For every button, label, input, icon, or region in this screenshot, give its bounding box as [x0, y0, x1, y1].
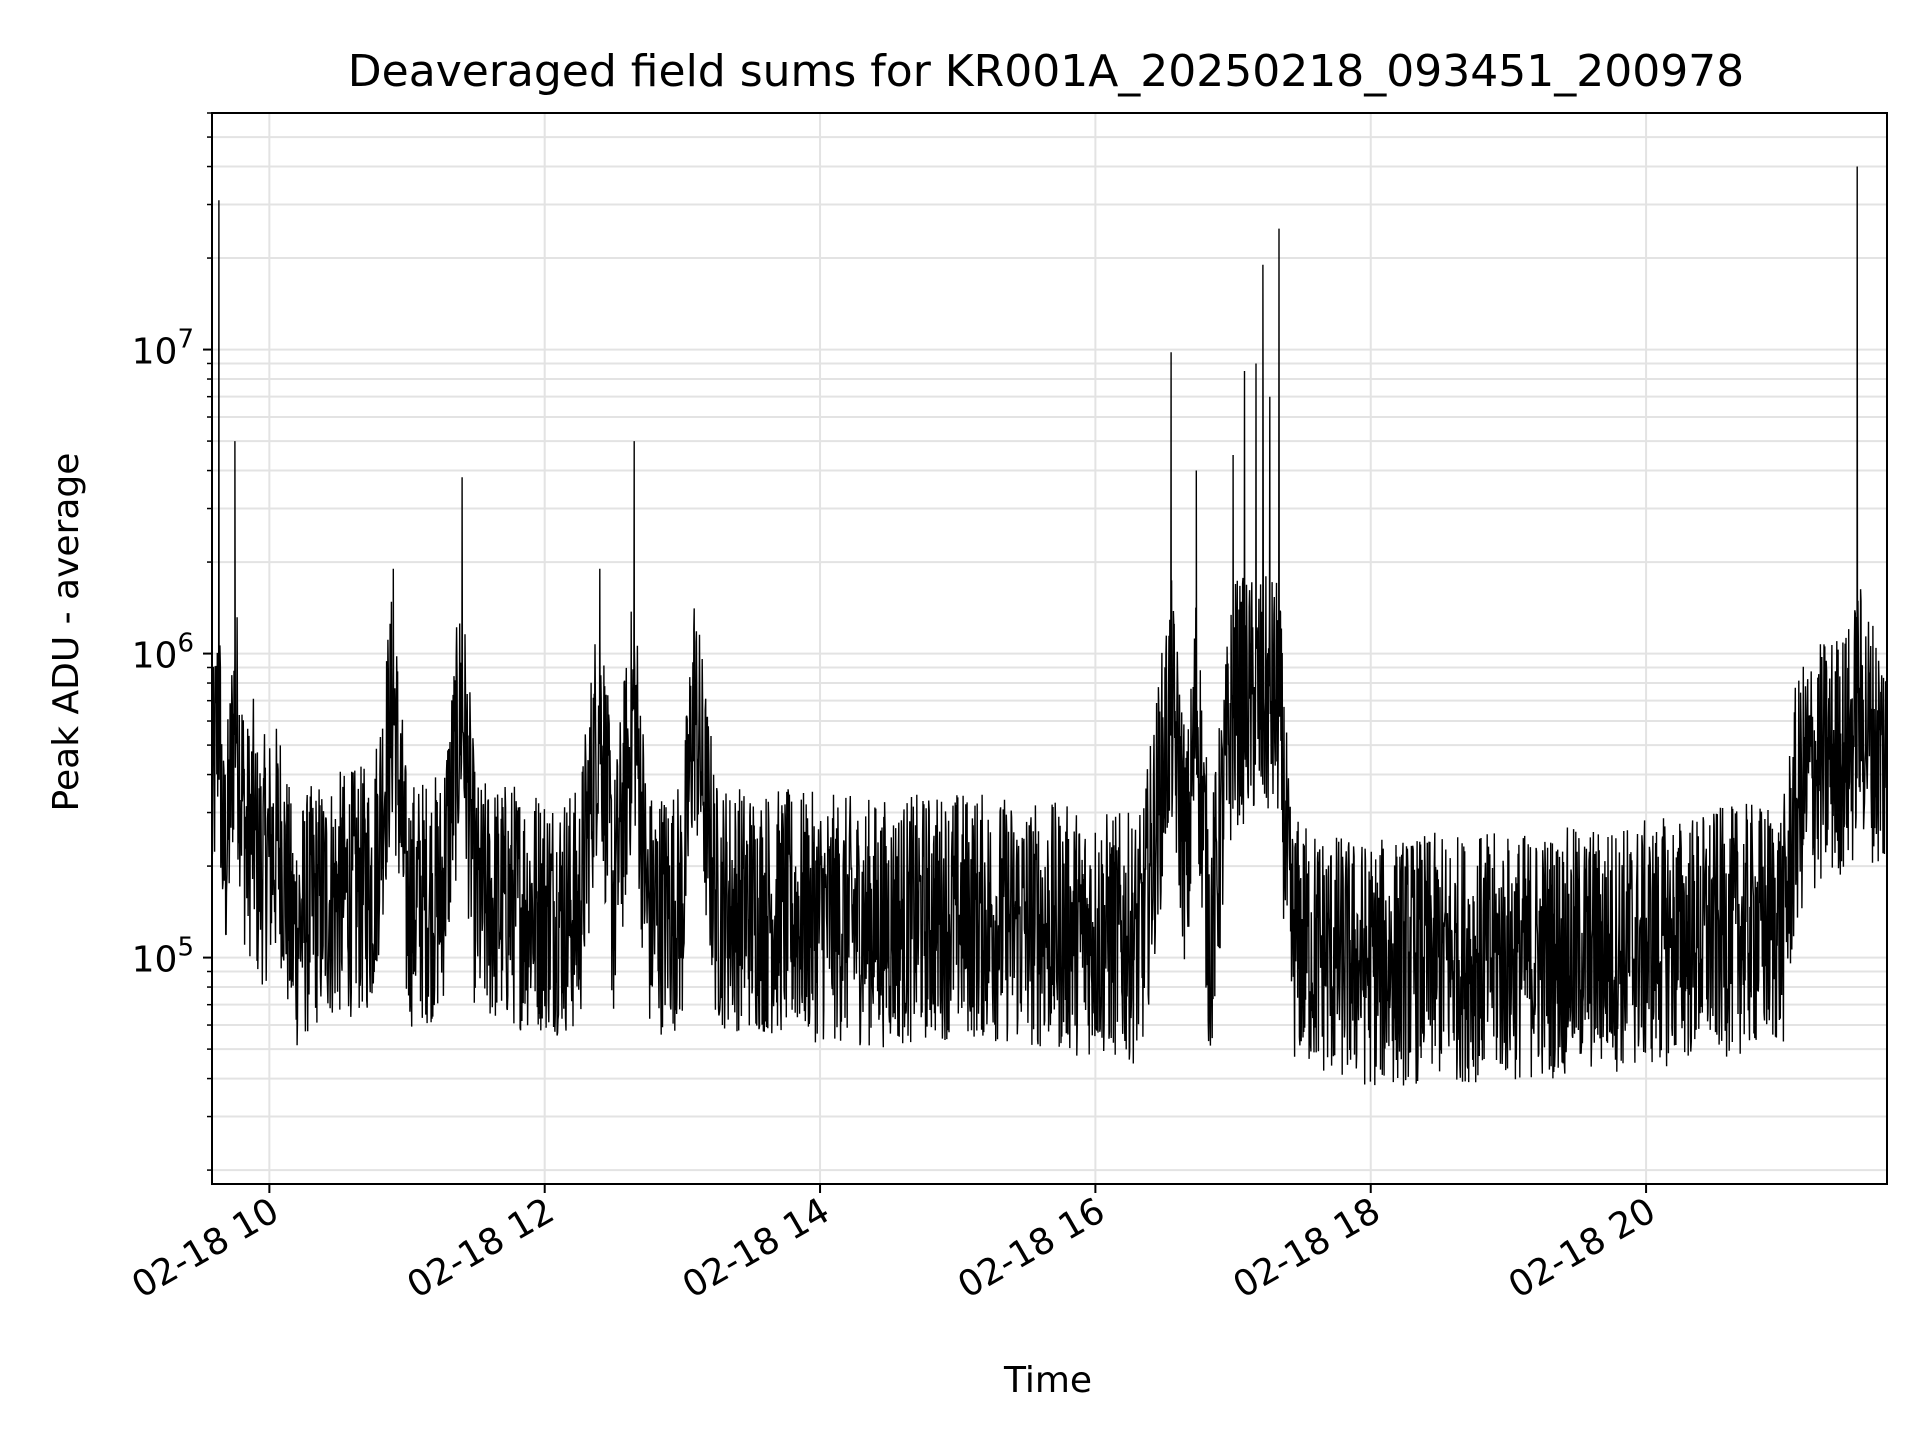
y-axis-ticks: 105 106 107	[132, 112, 212, 1171]
chart-title: Deaveraged field sums for KR001A_2025021…	[348, 46, 1744, 97]
y-tick-label: 107	[132, 325, 194, 373]
x-axis-label: Time	[1003, 1360, 1092, 1401]
y-tick-label: 105	[132, 933, 194, 981]
y-tick-label: 106	[132, 629, 194, 677]
series-path	[211, 166, 1888, 1086]
series-line	[211, 166, 1888, 1086]
plot-frame	[211, 112, 1888, 1185]
y-axis-label: Peak ADU - average	[46, 453, 87, 812]
